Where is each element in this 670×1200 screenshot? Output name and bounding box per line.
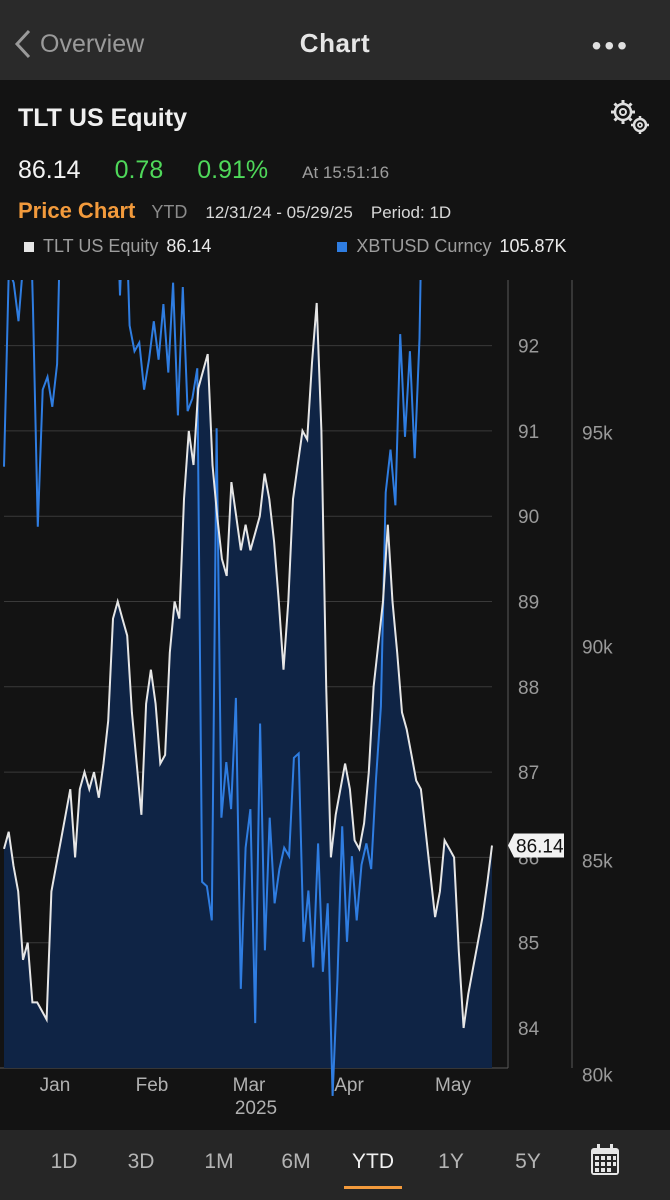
net-change: 0.78 (114, 156, 164, 184)
range-mode: YTD (151, 202, 188, 222)
right-tick-label: 95k (582, 424, 613, 445)
right-tick-label: 80k (582, 1066, 613, 1087)
right-tick-label: 90k (582, 638, 613, 659)
right-tick-label: 85k (582, 852, 613, 873)
tlt-area-fill (4, 303, 492, 1068)
quote-row: 86.14 0.78 0.91% At 15:51:16 (18, 156, 389, 185)
more-dots-icon[interactable]: ••• (591, 30, 630, 61)
left-tick-label: 84 (518, 1019, 540, 1040)
tlt-last-label: 86.14 (516, 836, 564, 857)
tlt-last-label-box (508, 833, 564, 858)
screen-title: Chart (299, 28, 371, 58)
xbt-series-line (3, 280, 422, 1096)
date-range: 12/31/24 - 05/29/25 (205, 203, 353, 222)
tab-ytd[interactable]: YTD (338, 1150, 408, 1189)
left-tick-label: 85 (518, 934, 539, 955)
chart-legend: TLT US Equity 86.14 XBTUSD Curncy 105.87… (24, 236, 567, 257)
left-tick-label: 87 (518, 763, 539, 784)
back-button[interactable]: Overview (12, 26, 144, 62)
legend-swatch-xbt (337, 241, 348, 252)
percent-change: 0.91% (197, 156, 269, 184)
quote-time: At 15:51:16 (302, 163, 390, 182)
tab-1y[interactable]: 1Y (438, 1150, 464, 1173)
legend-value-tlt: 86.14 (166, 236, 212, 256)
left-tick-label: 91 (518, 422, 539, 443)
last-price: 86.14 (18, 156, 81, 184)
left-tick-label: 92 (518, 337, 539, 358)
left-tick-label: 88 (518, 678, 539, 699)
x-tick-label: Apr (334, 1075, 364, 1096)
x-tick-label: Jan (40, 1075, 71, 1096)
calendar-icon[interactable] (590, 1144, 620, 1176)
tab-6m[interactable]: 6M (281, 1150, 311, 1173)
period-tab-bar: 1D 3D 1M 6M YTD 1Y 5Y (0, 1130, 670, 1200)
chevron-left-icon (14, 29, 31, 59)
tab-3d[interactable]: 3D (127, 1150, 155, 1173)
chart-info-row: Price Chart YTD 12/31/24 - 05/29/25 Peri… (18, 198, 451, 224)
x-tick-label: Feb (136, 1075, 169, 1096)
back-label: Overview (40, 29, 145, 58)
tab-1m[interactable]: 1M (204, 1150, 234, 1173)
chart-type-label[interactable]: Price Chart (18, 198, 136, 223)
left-tick-label: 90 (518, 507, 539, 528)
x-tick-label: May (435, 1075, 471, 1096)
security-name: TLT US Equity (18, 104, 187, 132)
tab-1d[interactable]: 1D (50, 1150, 78, 1173)
x-year-label: 2025 (235, 1098, 277, 1119)
gears-icon[interactable] (608, 98, 650, 136)
legend-name-tlt: TLT US Equity (43, 236, 159, 256)
legend-name-xbt: XBTUSD Curncy (356, 236, 492, 256)
legend-value-xbt: 105.87K (499, 236, 567, 256)
left-tick-label: 89 (518, 593, 539, 614)
tab-5y[interactable]: 5Y (515, 1150, 541, 1173)
legend-swatch-tlt (24, 241, 34, 252)
top-bar: Overview Chart ••• (0, 0, 670, 80)
tlt-series-line (3, 302, 493, 1029)
price-chart[interactable]: 84858687888990919280k85k90k95k100k105k11… (0, 280, 670, 1130)
period-label: Period: 1D (370, 203, 452, 222)
x-tick-label: Mar (233, 1075, 266, 1096)
